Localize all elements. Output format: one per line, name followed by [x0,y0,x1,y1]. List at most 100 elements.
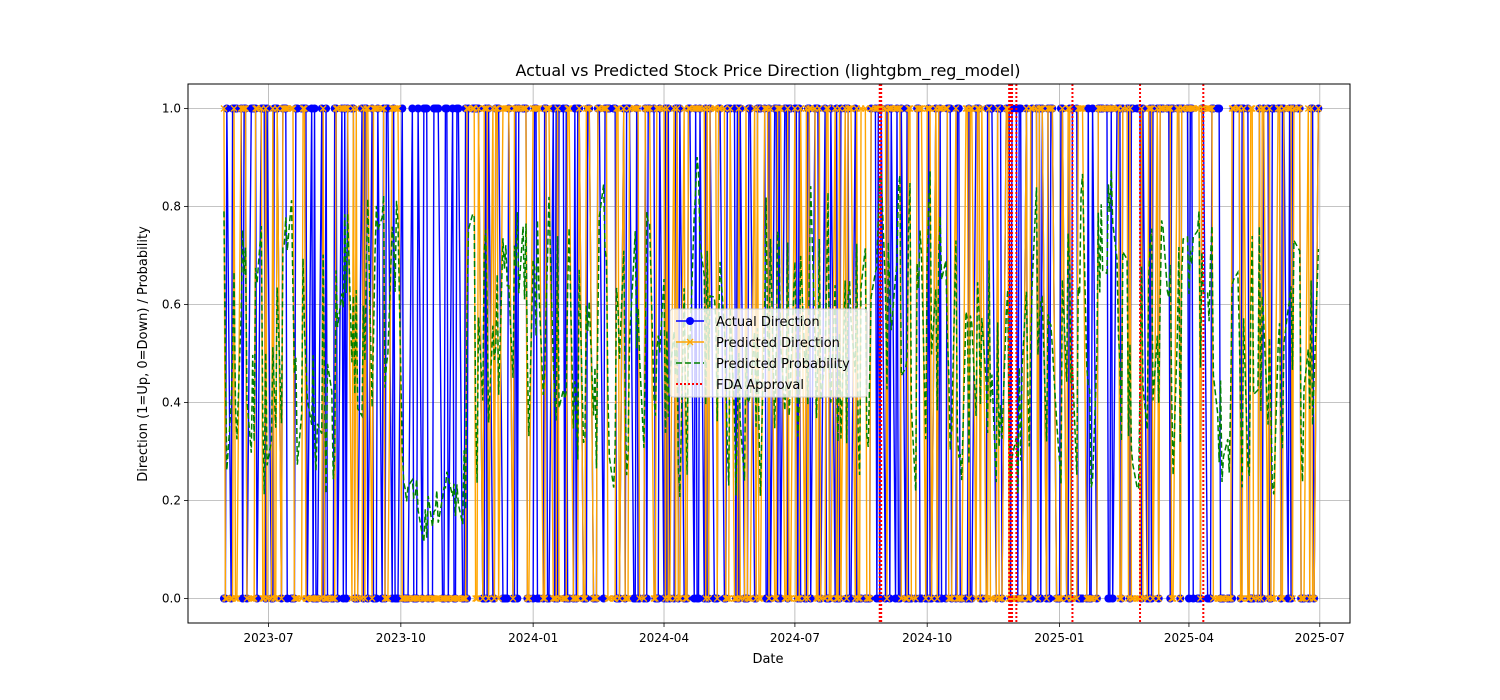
predicted-point [604,595,612,602]
predicted-point [319,105,327,112]
predicted-point [916,105,924,112]
predicted-point [1076,105,1084,112]
predicted-point [341,105,349,112]
predicted-point [610,595,618,602]
predicted-point [522,105,530,112]
predicted-point [1224,595,1232,602]
predicted-point [965,595,973,602]
actual-point [806,594,815,603]
predicted-point [280,105,288,112]
predicted-point [823,105,830,112]
predicted-point [1017,595,1025,602]
predicted-point [603,105,610,112]
predicted-point [351,595,359,602]
predicted-point [1064,105,1072,112]
predicted-point [1066,105,1074,112]
predicted-point [1097,105,1105,112]
legend: Actual Direction Predicted Direction Predi… [669,308,868,398]
x-tick-label: 2024-07 [770,631,820,645]
predicted-point [492,105,500,112]
x-tick-label: 2023-10 [376,631,426,645]
predicted-point [1234,105,1242,112]
predicted-point [453,595,461,602]
predicted-point [1254,595,1262,602]
predicted-point [1168,595,1176,602]
predicted-point [463,105,471,112]
series-predicted-probability [223,156,1320,543]
predicted-point [685,105,692,112]
actual-point [1287,594,1296,603]
predicted-point [1274,105,1282,112]
predicted-point [352,105,360,112]
predicted-point [252,105,260,112]
y-tick-label: 0.2 [162,494,181,508]
predicted-point [1296,105,1304,112]
predicted-point [403,595,411,602]
predicted-point [935,105,943,112]
predicted-point [746,595,754,602]
predicted-point [1278,595,1286,602]
predicted-point [846,105,853,112]
predicted-point [1086,595,1094,602]
predicted-point [513,105,521,112]
predicted-point [1266,105,1273,112]
predicted-point [700,105,708,112]
actual-point [694,594,703,603]
predicted-point [1136,595,1144,602]
predicted-point [1145,105,1153,112]
predicted-point [250,595,258,602]
predicted-point [594,105,602,112]
actual-point [885,594,894,603]
predicted-point [1225,595,1233,602]
predicted-point [933,595,941,602]
predicted-point [1228,105,1236,112]
predicted-point [411,595,419,602]
predicted-point [600,105,608,112]
predicted-point [912,595,920,602]
predicted-point [1087,595,1095,602]
actual-point [310,104,319,113]
predicted-point [1004,105,1012,112]
predicted-point [1002,105,1010,112]
legend-label: Predicted Probability [716,357,850,372]
predicted-point [815,105,823,112]
actual-point [513,594,522,603]
x-axis-label: Date [752,652,783,667]
predicted-point [621,595,629,602]
predicted-point [290,595,298,602]
actual-point [987,104,996,113]
predicted-point [943,105,951,112]
predicted-direction-markers [220,105,1322,602]
actual-point [795,104,804,113]
predicted-point [987,595,994,602]
actual-point [1036,594,1045,603]
predicted-point [785,595,793,602]
predicted-point [495,595,503,602]
predicted-point [482,105,490,112]
predicted-point [1205,105,1213,112]
predicted-point [1307,105,1315,112]
predicted-point [302,595,310,602]
predicted-point [978,105,986,112]
actual-point [1108,594,1117,603]
predicted-point [1287,105,1295,112]
predicted-point [1258,105,1266,112]
predicted-point [854,595,862,602]
predicted-point [1176,595,1184,602]
predicted-point [1058,105,1066,112]
predicted-point [756,595,764,602]
predicted-point [805,105,813,112]
predicted-point [1158,105,1166,112]
predicted-point [660,105,668,112]
predicted-point [925,105,933,112]
predicted-point [230,105,238,112]
predicted-point [915,105,923,112]
y-axis-label: Direction (1=Up, 0=Down) / Probability [136,226,151,482]
actual-point [422,104,431,113]
predicted-point [380,105,388,112]
predicted-point [601,105,609,112]
predicted-point [695,105,702,112]
predicted-point [1257,595,1265,602]
x-tick-label: 2024-10 [902,631,952,645]
predicted-point [1314,105,1322,112]
